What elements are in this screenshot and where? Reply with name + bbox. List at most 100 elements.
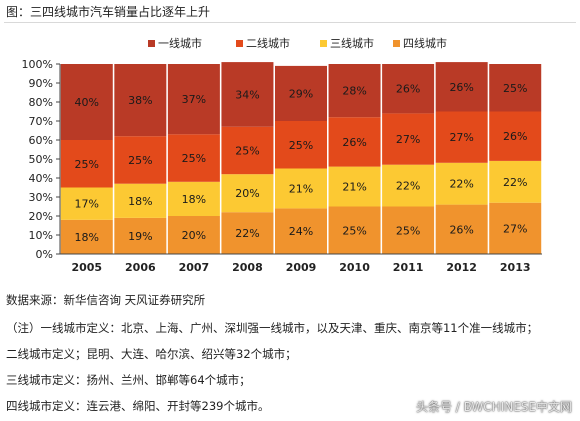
bar-segment-2006-4 xyxy=(114,217,167,254)
bar-segment-2013-4 xyxy=(489,202,542,254)
y-tick-label: 50% xyxy=(29,153,53,166)
data-label-2011-4: 25% xyxy=(396,224,420,237)
bar-segment-2012-1 xyxy=(435,62,488,112)
legend-label-1: 一线城市 xyxy=(158,36,202,50)
y-tick-label: 0% xyxy=(36,248,53,261)
data-label-2012-3: 22% xyxy=(449,178,473,191)
title-divider xyxy=(4,22,576,23)
x-tick-label: 2009 xyxy=(286,261,317,274)
data-label-2009-4: 24% xyxy=(289,225,313,238)
data-label-2010-3: 21% xyxy=(342,181,366,194)
data-label-2009-3: 21% xyxy=(289,182,313,195)
y-tick-label: 100% xyxy=(22,58,53,71)
y-tick-label: 70% xyxy=(29,115,53,128)
data-label-2012-2: 27% xyxy=(449,131,473,144)
y-tick-label: 30% xyxy=(29,191,53,204)
bar-segment-2007-4 xyxy=(167,216,220,254)
x-axis: 2005 2006 2007 2008 2009 2010 2011 2012 2013 xyxy=(60,253,542,274)
bars: 18% 17% 25% 40% 19% 18% 25% 38% 20% 18% 25% 37% 22% 2… xyxy=(60,62,542,254)
x-tick-label: 2012 xyxy=(446,261,477,274)
data-label-2013-1: 25% xyxy=(503,82,527,95)
bar-segment-2005-3 xyxy=(60,187,113,220)
bar-segment-2009-2 xyxy=(275,121,327,169)
bar-segment-2008-1 xyxy=(221,62,274,127)
tier4-definition: 四线城市定义：连云港、绵阳、开封等239个城市。 xyxy=(6,399,270,413)
bar-segment-2007-3 xyxy=(167,181,220,216)
bar-segment-2006-2 xyxy=(114,136,167,184)
x-tick-label: 2010 xyxy=(339,261,370,274)
bar-segment-2013-1 xyxy=(489,64,542,112)
y-tick-label: 60% xyxy=(29,134,53,147)
data-label-2006-1: 38% xyxy=(128,94,152,107)
y-tick-label: 20% xyxy=(29,210,53,223)
data-label-2008-3: 20% xyxy=(235,187,259,200)
bar-segment-2012-4 xyxy=(435,204,488,254)
data-label-2012-1: 26% xyxy=(449,81,473,94)
bar-segment-2011-2 xyxy=(382,113,435,165)
y-tick-label: 10% xyxy=(29,229,53,242)
data-label-2013-3: 22% xyxy=(503,176,527,189)
data-label-2011-3: 22% xyxy=(396,180,420,193)
y-axis: 0% 10% 20% 30% 40% 50% 60% 70% 80% 90% 100% xyxy=(22,58,61,261)
watermark: 头条号 / BWCHINESE中文网 xyxy=(415,400,572,414)
legend-swatch-4 xyxy=(393,40,400,47)
tier1-definition: （注）一线城市定义：北京、上海、广州、深圳强一线城市，以及天津、重庆、南京等11… xyxy=(6,321,539,335)
bar-segment-2006-1 xyxy=(114,64,167,137)
bar-segment-2010-3 xyxy=(328,166,381,207)
bar-segment-2011-4 xyxy=(382,206,435,254)
figure-title: 图：三四线城市汽车销量占比逐年上升 xyxy=(6,5,211,19)
x-tick-label: 2008 xyxy=(232,261,263,274)
data-label-2007-2: 25% xyxy=(182,152,206,165)
data-label-2012-4: 26% xyxy=(449,223,473,236)
x-tick-label: 2006 xyxy=(125,261,156,274)
bar-segment-2009-3 xyxy=(275,168,327,209)
bar-segment-2009-1 xyxy=(275,65,327,121)
legend-swatch-1 xyxy=(148,40,155,47)
data-label-2006-2: 25% xyxy=(128,154,152,167)
legend-label-2: 二线城市 xyxy=(246,36,290,50)
data-label-2006-3: 18% xyxy=(128,195,152,208)
x-tick-label: 2007 xyxy=(179,261,210,274)
bar-segment-2010-2 xyxy=(328,117,381,167)
legend-swatch-2 xyxy=(236,40,243,47)
bar-segment-2005-2 xyxy=(60,140,113,188)
legend-swatch-3 xyxy=(320,40,327,47)
tier2-definition: 二线城市定义；昆明、大连、哈尔滨、绍兴等32个城市； xyxy=(6,347,297,361)
tier3-definition: 三线城市定义：扬州、兰州、邯郸等64个城市； xyxy=(6,373,251,387)
data-label-2008-4: 22% xyxy=(235,227,259,240)
data-label-2011-2: 27% xyxy=(396,133,420,146)
bar-segment-2011-3 xyxy=(382,164,435,207)
bar-segment-2013-3 xyxy=(489,160,542,203)
data-label-2005-4: 18% xyxy=(75,231,99,244)
bar-segment-2012-2 xyxy=(435,111,488,163)
y-tick-label: 80% xyxy=(29,96,53,109)
bar-segment-2010-4 xyxy=(328,206,381,254)
legend: 一线城市 二线城市 三线城市 四线城市 xyxy=(148,36,447,50)
bar-segment-2008-3 xyxy=(221,174,274,213)
data-label-2010-2: 26% xyxy=(342,136,366,149)
bar-segment-2006-3 xyxy=(114,183,167,218)
legend-label-4: 四线城市 xyxy=(403,36,447,50)
data-label-2005-1: 40% xyxy=(75,96,99,109)
bar-segment-2005-4 xyxy=(60,219,113,254)
data-label-2013-4: 27% xyxy=(503,222,527,235)
data-label-2008-1: 34% xyxy=(235,88,259,101)
bar-segment-2008-2 xyxy=(221,126,274,175)
x-tick-label: 2005 xyxy=(71,261,102,274)
data-label-2010-4: 25% xyxy=(342,224,366,237)
data-label-2009-1: 29% xyxy=(289,87,313,100)
data-label-2008-2: 25% xyxy=(235,144,259,157)
bar-segment-2010-1 xyxy=(328,64,381,118)
data-label-2010-1: 28% xyxy=(342,85,366,98)
y-tick-label: 90% xyxy=(29,77,53,90)
data-label-2007-1: 37% xyxy=(182,93,206,106)
bar-segment-2013-2 xyxy=(489,111,542,161)
bar-segment-2007-2 xyxy=(167,134,220,182)
source-note: 数据来源：新华信咨询 天风证券研究所 xyxy=(6,293,206,307)
bar-segment-2007-1 xyxy=(167,64,220,135)
bar-segment-2008-4 xyxy=(221,212,274,254)
legend-label-3: 三线城市 xyxy=(330,36,374,50)
x-tick-label: 2011 xyxy=(393,261,424,274)
data-label-2007-3: 18% xyxy=(182,193,206,206)
stacked-bar-chart: 一线城市 二线城市 三线城市 四线城市 0% 10% 20% 30% 40% 50% 60% 70%… xyxy=(22,36,542,274)
